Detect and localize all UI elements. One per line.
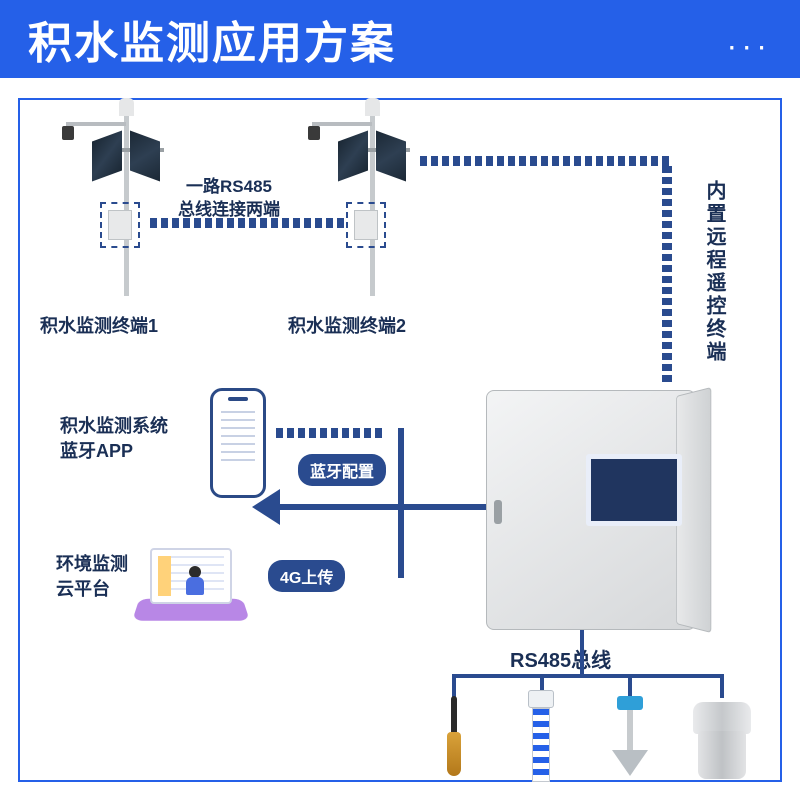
arrow-left-icon (252, 489, 280, 525)
terminal1-label: 积水监测终端1 (40, 312, 158, 338)
rs485-bus-label: RS485总线 (510, 644, 611, 673)
solid-line-to-cloud (278, 504, 400, 510)
remote-terminal-label: 内置远程遥控终端 (700, 180, 729, 364)
page-title: 积水监测应用方案 (28, 7, 396, 71)
control-box-icon (486, 390, 696, 630)
bt-config-pill: 蓝牙配置 (298, 454, 386, 486)
dotted-connector-phone (276, 428, 382, 438)
sensor-radar-icon (608, 696, 652, 776)
sensor-rain-bucket-icon (692, 702, 752, 779)
diagram-frame: 积水监测终端1 积水监测终端2 一路RS485 总线连接两端 内置远程遥控终端 … (18, 98, 782, 782)
header-bar: 积水监测应用方案 ... (0, 0, 800, 78)
solid-line-to-box (398, 504, 486, 510)
solid-line-vertical (398, 428, 404, 578)
bus-drop-1 (452, 674, 456, 698)
phone-icon (210, 388, 266, 498)
bus-bar (452, 674, 724, 678)
water-terminal-1-icon (62, 106, 172, 296)
bus-drop-3 (628, 674, 632, 698)
dotted-connector-t2-right (420, 156, 669, 166)
upload-4g-pill: 4G上传 (268, 560, 345, 592)
bus-trunk (580, 630, 584, 676)
bt-app-label: 积水监测系统 蓝牙APP (60, 414, 168, 464)
rs485-link-label: 一路RS485 总线连接两端 (178, 176, 280, 222)
water-terminal-2-icon (308, 106, 418, 296)
terminal2-label: 积水监测终端2 (288, 312, 406, 338)
bus-drop-4 (720, 674, 724, 698)
dotted-connector-t1-t2 (150, 218, 344, 228)
cloud-platform-label: 环境监测 云平台 (56, 552, 128, 602)
sensor-probe-icon (440, 696, 468, 776)
header-dots-icon: ... (727, 21, 772, 58)
dotted-connector-down (662, 166, 672, 382)
cloud-platform-icon (126, 526, 256, 626)
sensor-scale-icon (526, 690, 556, 782)
